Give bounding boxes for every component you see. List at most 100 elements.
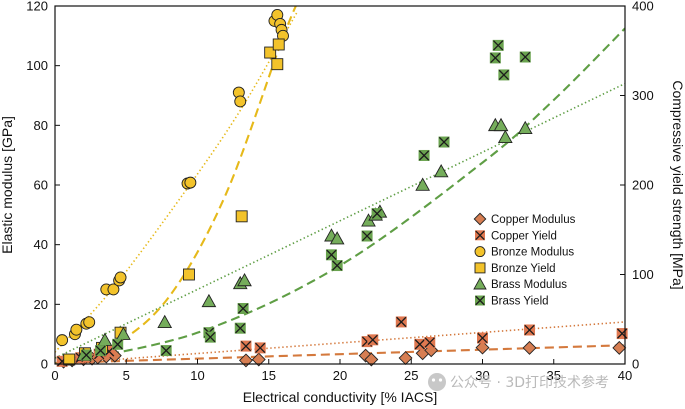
fit-line-copper-modulus [55,344,625,364]
x-tick-label: 5 [123,368,130,383]
legend-label: Brass Modulus [491,279,567,291]
y-tick-label: 100 [26,58,48,73]
data-point-brass-yield [112,338,124,350]
data-point-brass-yield [371,208,383,220]
series-bronze-yield [63,38,285,366]
legend-item-bronze-modulus: Bronze Modulus [474,246,574,259]
data-point-brass-yield [80,349,92,361]
data-point-bronze-yield [235,210,248,223]
data-point-copper-yield [524,324,536,336]
data-point-brass-yield [204,331,216,343]
data-point-brass-yield [418,149,430,161]
data-point-brass-yield [519,51,531,63]
legend-label: Bronze Yield [491,263,556,275]
data-point-brass-modulus [237,272,252,287]
legend-marker-bronze-modulus [474,246,486,258]
y-tick-label: 120 [26,0,48,14]
y2-tick-label: 0 [632,357,639,372]
watermark: 公众号 · 3D打印技术参考 [428,373,609,391]
data-point-brass-modulus [116,326,131,340]
legend-item-copper-modulus: Copper Modulus [473,212,576,226]
data-point-brass-modulus [201,293,217,308]
data-point-brass-yield [160,345,172,357]
data-point-bronze-modulus [234,95,247,108]
fit-line-brass-modulus [55,82,625,359]
data-point-copper-modulus [612,340,627,355]
x-tick-label: 20 [333,368,347,383]
data-point-brass-yield [489,52,501,64]
data-point-copper-modulus [475,340,490,355]
data-point-brass-yield [95,345,107,357]
data-point-brass-modulus [493,117,509,132]
legend-label: Copper Yield [491,230,557,242]
y2-tick-label: 400 [632,0,654,14]
legend-label: Brass Yield [491,296,549,308]
data-point-brass-yield [492,39,504,51]
data-point-bronze-modulus [70,323,83,336]
data-point-bronze-modulus [107,283,120,296]
data-point-brass-modulus [497,129,513,143]
x-axis-title: Electrical conductivity [% IACS] [243,389,438,405]
y2-axis-title: Compressive yield strength [MPa] [670,80,685,289]
data-point-bronze-modulus [56,334,69,347]
series-copper-yield [56,316,628,367]
y2-tick-label: 200 [632,178,654,193]
legend: Copper Modulus Copper Yield Bronze Modulus… [473,212,576,308]
data-point-bronze-yield [271,58,284,71]
data-point-bronze-modulus [184,176,197,189]
legend-marker-bronze-yield [474,262,486,274]
axes: 0 5 10 15 20 25 30 35 40020406080100120010020030… [26,0,653,383]
x-tick-label: 30 [475,368,489,383]
data-point-brass-yield [234,322,246,334]
data-point-brass-modulus [329,231,345,245]
series-brass-yield [80,39,531,361]
legend-label: Copper Modulus [491,214,576,226]
data-point-brass-modulus [157,314,173,328]
data-point-copper-yield [367,334,379,346]
x-tick-label: 25 [404,368,418,383]
data-points [56,8,628,369]
data-point-brass-modulus [97,332,113,346]
legend-marker-copper-yield [475,230,485,241]
data-point-copper-modulus [398,351,413,365]
data-point-brass-modulus [433,164,449,178]
data-point-bronze-yield [272,38,285,51]
x-tick-label: 40 [618,368,632,383]
data-point-copper-yield [254,342,266,354]
data-point-brass-yield [438,136,450,148]
data-point-brass-modulus [415,177,431,191]
y-tick-label: 80 [34,118,48,133]
legend-marker-copper-modulus [473,212,487,226]
y-tick-label: 60 [34,178,48,193]
x-tick-label: 15 [262,368,276,383]
data-point-copper-yield [240,340,252,352]
plot-frame [54,5,626,365]
data-point-copper-yield [477,332,488,344]
data-point-copper-yield [414,338,426,350]
legend-marker-brass-modulus [473,277,487,290]
wechat-icon [428,373,446,391]
wechat-icon-eye-left [431,378,436,382]
fit-lines [55,6,625,364]
data-point-brass-yield [237,303,249,315]
legend-marker-brass-yield [475,295,485,306]
data-point-brass-modulus [517,120,533,135]
legend-item-bronze-yield: Bronze Yield [474,262,556,275]
legend-label: Bronze Modulus [491,247,574,259]
watermark-text: 公众号 · 3D打印技术参考 [450,374,609,391]
data-point-brass-yield [325,249,337,261]
fit-line-brass-yield [55,27,625,364]
legend-item-copper-yield: Copper Yield [475,230,557,242]
legend-item-brass-yield: Brass Yield [475,295,549,308]
y-tick-label: 0 [41,357,48,372]
series-bronze-modulus [56,8,289,347]
data-point-copper-modulus [522,340,537,355]
fit-line-bronze-modulus [55,11,298,353]
y-tick-label: 40 [34,237,48,252]
data-point-copper-modulus [238,353,253,368]
data-point-copper-modulus [251,352,266,367]
data-point-brass-yield [331,260,343,272]
x-tick-label: 35 [547,368,561,383]
data-point-bronze-yield [182,268,195,281]
